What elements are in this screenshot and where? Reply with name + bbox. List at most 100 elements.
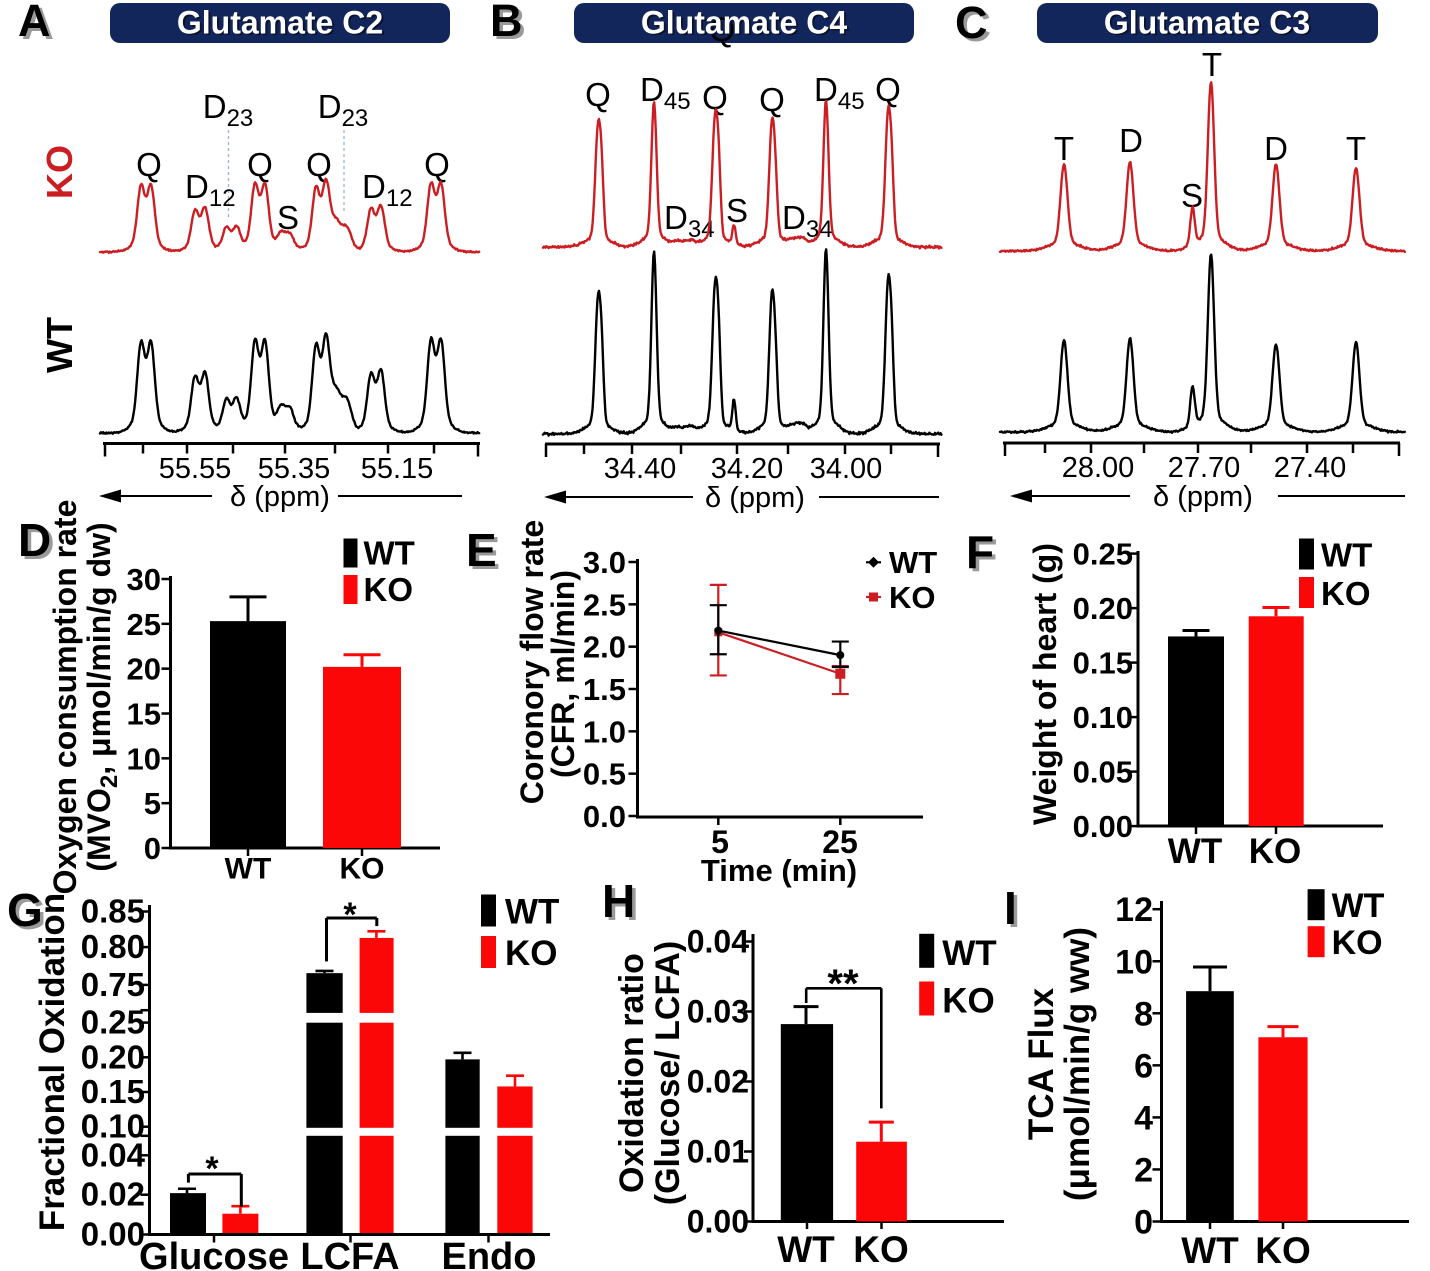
svg-text:Q: Q — [875, 71, 901, 108]
svg-text:(MVO2, μmol/min/g dw): (MVO2, μmol/min/g dw) — [81, 522, 123, 871]
svg-text:S: S — [1181, 177, 1203, 214]
svg-text:S: S — [277, 199, 299, 236]
svg-text:δ (ppm): δ (ppm) — [1153, 481, 1253, 513]
svg-text:KO: KO — [39, 145, 80, 199]
svg-text:0.03: 0.03 — [687, 994, 749, 1030]
svg-text:0.10: 0.10 — [1073, 700, 1133, 735]
svg-text:25: 25 — [127, 607, 161, 642]
svg-text:27.70: 27.70 — [1168, 452, 1241, 484]
svg-text:30: 30 — [127, 562, 161, 597]
svg-text:KO: KO — [853, 1229, 909, 1270]
svg-text:LCFA: LCFA — [300, 1236, 399, 1271]
svg-text:C: C — [955, 0, 988, 48]
svg-text:A: A — [22, 0, 55, 49]
svg-text:WT: WT — [225, 853, 272, 886]
svg-text:10: 10 — [127, 741, 161, 776]
svg-text:0.01: 0.01 — [687, 1134, 749, 1170]
svg-text:KO: KO — [364, 571, 414, 608]
svg-text:0.75: 0.75 — [81, 966, 145, 1003]
svg-text:D: D — [1119, 122, 1143, 159]
svg-text:D: D — [18, 514, 51, 566]
svg-text:*: * — [205, 1150, 219, 1188]
svg-text:Coronory flow rate: Coronory flow rate — [514, 520, 550, 804]
svg-text:δ (ppm): δ (ppm) — [230, 481, 330, 513]
svg-text:0.15: 0.15 — [81, 1073, 145, 1110]
svg-text:(CFR, ml/min): (CFR, ml/min) — [545, 570, 581, 778]
svg-text:H: H — [606, 878, 639, 930]
svg-text:*: * — [343, 896, 357, 934]
svg-text:0.00: 0.00 — [81, 1216, 145, 1253]
svg-text:0.00: 0.00 — [1073, 809, 1133, 844]
svg-text:KO: KO — [1332, 924, 1383, 962]
svg-text:G: G — [11, 887, 47, 939]
svg-text:T: T — [1202, 46, 1222, 83]
svg-text:28.00: 28.00 — [1062, 452, 1135, 484]
svg-text:1.0: 1.0 — [583, 714, 626, 749]
svg-text:Glutamate C3: Glutamate C3 — [1104, 5, 1310, 41]
svg-text:0.15: 0.15 — [1073, 646, 1133, 681]
svg-text:G: G — [7, 884, 43, 936]
svg-text:0.04: 0.04 — [687, 924, 749, 960]
svg-text:0.85: 0.85 — [81, 893, 145, 930]
svg-text:12: 12 — [1115, 891, 1153, 929]
svg-text:25: 25 — [822, 824, 858, 860]
svg-text:34.40: 34.40 — [604, 453, 677, 485]
svg-text:0.20: 0.20 — [1073, 591, 1133, 626]
svg-text:0: 0 — [144, 831, 161, 866]
svg-text:Q: Q — [306, 146, 332, 183]
svg-text:E: E — [470, 527, 501, 579]
svg-text:0.02: 0.02 — [687, 1064, 749, 1100]
svg-text:Oxidation ratio: Oxidation ratio — [613, 953, 651, 1193]
svg-text:Q: Q — [585, 76, 611, 113]
svg-text:H: H — [602, 875, 635, 927]
svg-text:δ (ppm): δ (ppm) — [705, 482, 805, 514]
svg-text:27.40: 27.40 — [1274, 452, 1347, 484]
svg-text:D: D — [1264, 130, 1288, 167]
svg-text:WT: WT — [1321, 537, 1372, 574]
svg-text:F: F — [966, 526, 994, 578]
svg-text:3.0: 3.0 — [583, 545, 626, 580]
svg-text:55.15: 55.15 — [361, 453, 434, 485]
svg-text:Q: Q — [247, 146, 273, 183]
svg-text:KO: KO — [340, 853, 385, 886]
svg-text:34.20: 34.20 — [711, 453, 784, 485]
svg-text:I: I — [1004, 882, 1017, 934]
svg-text:A: A — [18, 0, 51, 46]
svg-text:2.5: 2.5 — [583, 587, 626, 622]
svg-text:WT: WT — [777, 1229, 835, 1270]
svg-text:S: S — [726, 192, 748, 229]
svg-text:Glutamate C4: Glutamate C4 — [641, 5, 847, 41]
svg-text:6: 6 — [1134, 1047, 1153, 1085]
svg-text:KO: KO — [505, 934, 558, 973]
svg-text:Q: Q — [709, 11, 735, 49]
svg-text:I: I — [1008, 885, 1021, 937]
svg-text:Q: Q — [424, 146, 450, 183]
svg-text:34.00: 34.00 — [810, 453, 883, 485]
svg-text:Glutamate C2: Glutamate C2 — [179, 6, 385, 42]
svg-text:8: 8 — [1134, 995, 1153, 1033]
svg-text:2.0: 2.0 — [583, 630, 626, 665]
svg-text:5: 5 — [144, 786, 161, 821]
svg-text:T: T — [1346, 130, 1366, 167]
svg-text:**: ** — [827, 962, 859, 1006]
svg-text:B: B — [490, 0, 523, 46]
svg-text:KO: KO — [1255, 1230, 1311, 1271]
svg-text:0.00: 0.00 — [687, 1204, 749, 1240]
svg-text:WT: WT — [505, 893, 559, 932]
svg-text:0.80: 0.80 — [81, 928, 145, 965]
svg-text:0.25: 0.25 — [1073, 537, 1133, 572]
svg-text:WT: WT — [364, 535, 415, 572]
svg-text:Oxygen consumption rate: Oxygen consumption rate — [47, 500, 83, 895]
svg-text:KO: KO — [1249, 832, 1302, 871]
svg-text:55.55: 55.55 — [159, 453, 232, 485]
svg-text:0.5: 0.5 — [583, 757, 626, 792]
svg-text:Glucose: Glucose — [139, 1236, 289, 1271]
svg-text:20: 20 — [127, 652, 161, 687]
svg-text:WT: WT — [1181, 1230, 1239, 1271]
svg-text:(μmol/min/g ww): (μmol/min/g ww) — [1058, 927, 1097, 1201]
svg-text:0.10: 0.10 — [81, 1108, 145, 1145]
svg-text:B: B — [494, 0, 527, 49]
svg-text:0.02: 0.02 — [81, 1176, 145, 1213]
svg-text:T: T — [1054, 130, 1074, 167]
svg-text:Fractional Oxidation: Fractional Oxidation — [33, 893, 72, 1231]
